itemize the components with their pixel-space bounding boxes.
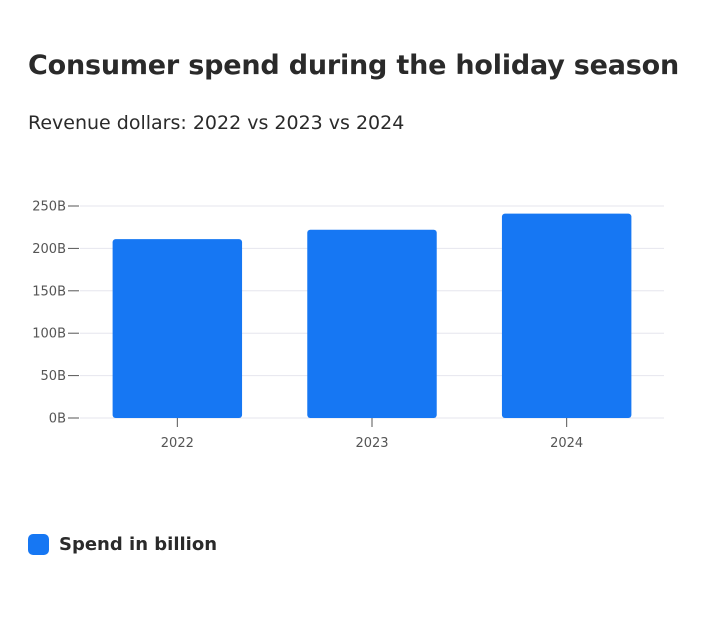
y-axis: 0B 50B 100B 150B 200B 250B [32,200,79,427]
legend[interactable]: Spend in billion [28,534,217,555]
legend-label: Spend in billion [59,534,218,555]
bar[interactable] [307,229,437,418]
x-tick-label: 2022 [161,436,194,451]
x-tick-label: 2023 [355,436,388,451]
x-axis: 2022 2023 2024 [161,418,583,451]
y-tick-label: 250B [32,200,66,215]
y-tick-label: 150B [32,284,66,299]
legend-swatch [28,534,49,555]
bars [112,213,632,418]
bar[interactable] [501,213,632,418]
y-tick-label: 200B [32,242,66,257]
y-tick-label: 50B [41,369,66,384]
chart-subtitle: Revenue dollars: 2022 vs 2023 vs 2024 [28,112,405,134]
chart-title: Consumer spend during the holiday season [28,50,680,81]
y-tick-label: 0B [49,412,66,427]
y-tick-label: 100B [32,327,66,342]
x-tick-label: 2024 [550,436,583,451]
bar[interactable] [112,239,243,418]
